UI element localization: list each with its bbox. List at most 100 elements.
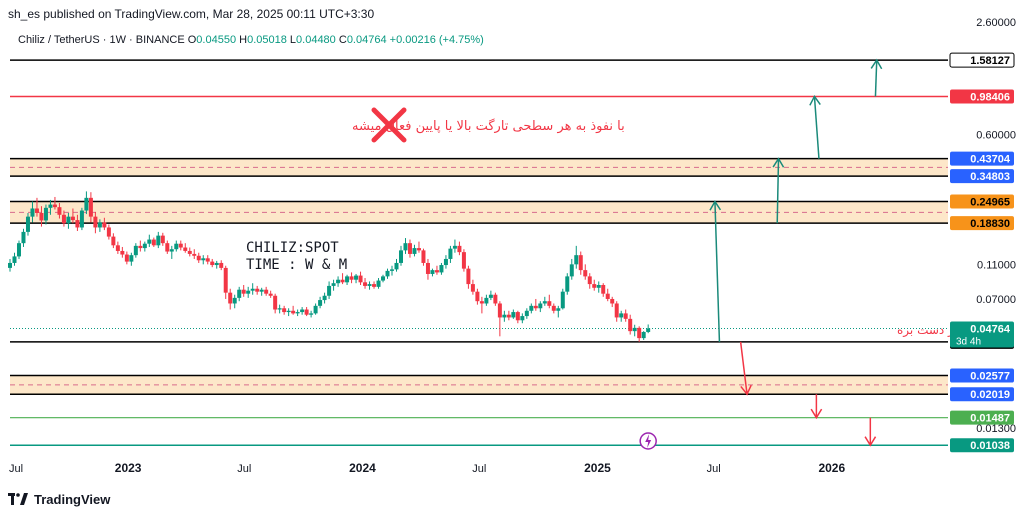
candle-body-80 [367, 284, 372, 286]
candle-body-58 [268, 293, 273, 296]
close-value: 0.04764 [346, 34, 387, 46]
candle-body-76 [349, 276, 354, 280]
arrows-layer [709, 58, 883, 447]
last-price-tag: 0.04764 [970, 323, 1011, 335]
candle-body-81 [372, 284, 377, 287]
y-tick-label-3: 0.07000 [976, 294, 1016, 306]
candle-body-71 [327, 285, 332, 296]
candle-body-24 [115, 245, 120, 251]
candle-body-14 [70, 216, 75, 221]
candle-body-96 [439, 265, 444, 273]
candle-body-10 [52, 204, 57, 208]
price-tags: 1.58127 0.98406 0.43704 0.34803 0.24965 0.188… [949, 52, 1015, 453]
candle-body-128 [583, 270, 588, 277]
candle-body-142 [646, 328, 651, 332]
level-tag-4-bg [950, 194, 1014, 209]
candle-body-2 [16, 243, 21, 257]
open-value: 0.04550 [196, 34, 237, 46]
candle-body-118 [538, 303, 543, 309]
candle-body-44 [205, 258, 210, 262]
candle-body-23 [111, 236, 116, 246]
low-label: L [289, 34, 297, 46]
target-up-arrow-shaft-3 [874, 60, 878, 97]
candle-body-48 [223, 267, 228, 293]
candle-body-123 [560, 291, 565, 309]
candle-body-104 [475, 291, 480, 302]
candle-body-70 [322, 295, 327, 301]
candle-body-18 [88, 197, 93, 217]
candle-body-92 [421, 250, 426, 263]
x-tick-label-4: Jul [472, 463, 486, 475]
candle-body-53 [246, 290, 251, 294]
x-tick-label-5: 2025 [584, 461, 611, 475]
tradingview-footer[interactable]: TradingView [8, 490, 110, 508]
candle-body-109 [497, 303, 502, 318]
candle-body-100 [457, 245, 462, 253]
candle-body-112 [511, 312, 516, 318]
candle-body-33 [156, 235, 161, 246]
target-up-arrow-head-1 [772, 157, 785, 168]
candle-body-13 [66, 216, 71, 224]
candle-body-7 [39, 212, 44, 221]
level-tag-7-bg [950, 368, 1014, 383]
candle-body-108 [493, 294, 498, 304]
candle-body-137 [623, 313, 628, 319]
candle-body-97 [443, 258, 448, 266]
candle-body-105 [479, 301, 484, 304]
chart-name-line2: TIME : W & M [246, 257, 347, 273]
target-up-arrow-head-0 [709, 200, 722, 211]
candle-body-22 [106, 227, 111, 237]
axis-ticks: 2.60000 0.60000 0.11000 0.07000 0.01300 Jul 20… [9, 17, 1016, 475]
change-value: +0.00216 (+4.75%) [389, 34, 484, 46]
target-up-arrow-shaft-1 [776, 158, 780, 224]
target-down-arrow-head-0 [740, 384, 752, 396]
target-down-arrow-head-1 [810, 408, 823, 420]
target-up-arrow-head-3 [870, 58, 883, 70]
candle-body-111 [506, 314, 511, 318]
candle-body-95 [434, 270, 439, 273]
candle-body-77 [354, 275, 359, 280]
candle-body-28 [133, 245, 138, 256]
candle-body-89 [407, 243, 412, 254]
candle-body-62 [286, 310, 291, 313]
countdown-label: 3d 4h [956, 336, 981, 347]
publisher-info: sh_es published on TradingView.com, Mar … [8, 7, 375, 21]
candle-body-84 [385, 270, 390, 277]
candle-body-1 [12, 256, 17, 263]
candle-body-119 [542, 301, 547, 304]
level-tag-4: 0.24965 [970, 197, 1010, 209]
candle-body-51 [237, 289, 242, 298]
candle-body-106 [484, 297, 489, 304]
candle-body-63 [291, 310, 296, 314]
candle-body-65 [300, 309, 305, 313]
candle-body-0 [8, 262, 12, 268]
x-tick-label-1: 2023 [115, 461, 142, 475]
candle-body-26 [124, 254, 129, 262]
candle-body-131 [596, 285, 601, 288]
candle-body-87 [398, 250, 403, 263]
candle-body-102 [466, 268, 471, 285]
candle-body-116 [529, 305, 534, 311]
candle-body-56 [259, 289, 264, 292]
candle-body-115 [524, 310, 529, 317]
candle-body-91 [416, 248, 421, 251]
candle-body-107 [488, 294, 493, 298]
level-tag-0-bg [949, 52, 1015, 68]
candle-body-34 [160, 235, 165, 244]
level-tag-5: 0.18830 [970, 218, 1010, 230]
tradingview-logo-icon [8, 493, 28, 505]
level-tag-1-bg [950, 89, 1014, 104]
candle-body-86 [394, 262, 399, 270]
candle-body-138 [628, 318, 633, 332]
zones-layer [10, 158, 948, 395]
candle-body-75 [345, 276, 350, 283]
target-down-arrow-shaft-0 [739, 341, 748, 395]
candle-body-82 [376, 280, 381, 287]
candle-body-3 [21, 231, 26, 244]
candle-body-125 [569, 264, 574, 277]
candle-body-114 [520, 316, 525, 321]
symbol-name[interactable]: Chiliz / TetherUS · 1W · BINANCE [18, 34, 185, 46]
candle-body-61 [282, 308, 287, 313]
